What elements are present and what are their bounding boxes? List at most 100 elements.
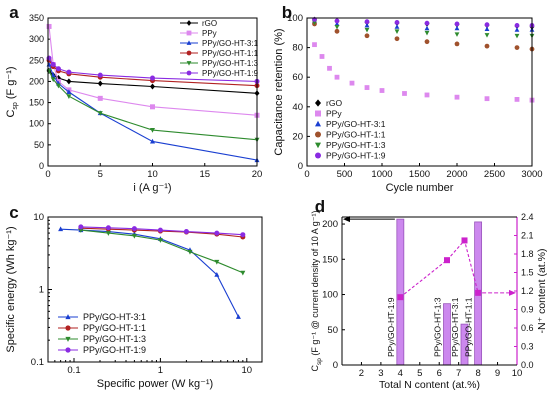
y-right-tick-label: 1.8 — [521, 249, 534, 259]
series-c-2 — [78, 228, 246, 276]
data-point — [78, 228, 84, 233]
x-tick-label: 3 — [378, 368, 383, 379]
data-point — [131, 226, 137, 232]
legend-marker — [315, 99, 321, 107]
data-point — [484, 26, 490, 32]
legend-marker — [186, 30, 192, 36]
data-point — [334, 28, 340, 34]
y-tick-label: 40 — [292, 102, 303, 113]
data-point — [514, 27, 520, 32]
legend-marker — [186, 70, 192, 76]
y-tick-label: 350 — [29, 13, 44, 23]
right-arrow-head — [509, 289, 516, 296]
plot-frame — [47, 17, 258, 167]
x-tick-label: 9 — [495, 368, 500, 379]
y-right-tick-label: 1.2 — [521, 286, 534, 296]
data-point — [514, 23, 520, 28]
legend-label: PPy/GO-HT-1:3 — [202, 59, 259, 68]
legend-marker — [186, 20, 192, 26]
y-right-axis-label: -N⁺ content (at.%) — [536, 249, 548, 334]
legend-marker — [315, 152, 321, 159]
series-b-2 — [312, 18, 535, 32]
x-tick-label: 0 — [304, 169, 309, 180]
y-left-tick-label: 200 — [322, 219, 338, 230]
bar-label: PPy/GO-HT-3:1 — [450, 297, 460, 357]
legend-marker — [186, 40, 192, 45]
data-point — [46, 23, 52, 29]
y-right-tick-label: 1.5 — [521, 268, 534, 278]
y-tick-label: 100 — [29, 119, 44, 129]
data-point — [424, 20, 430, 26]
data-point — [50, 62, 56, 68]
data-point — [131, 233, 137, 239]
legend-label: PPy/GO-HT-1:3 — [83, 334, 146, 344]
data-point — [97, 111, 103, 116]
n-plus-point — [475, 289, 482, 296]
legend-label: PPy — [326, 109, 342, 119]
data-point — [50, 77, 56, 83]
data-point — [484, 22, 490, 28]
data-point — [157, 227, 163, 233]
x-tick-label: 0.1 — [67, 365, 80, 376]
data-point — [424, 39, 430, 45]
bar-label: PPy/GO-HT-1:9 — [386, 297, 396, 357]
data-point — [484, 43, 490, 49]
data-point — [78, 224, 84, 230]
y-right-tick-label: 0.9 — [521, 305, 534, 315]
legend-label: PPy/GO-HT-1:9 — [326, 151, 386, 161]
legend-marker — [315, 131, 321, 138]
data-point — [424, 30, 430, 36]
data-point — [214, 271, 220, 277]
data-point — [312, 20, 317, 26]
series-c-0 — [58, 226, 241, 319]
y-left-axis-label: Csp (F g⁻¹ @ current density of 10 A g⁻¹… — [310, 210, 323, 371]
y-tick-label: 0.1 — [31, 357, 44, 368]
data-point — [150, 128, 155, 133]
data-point — [394, 36, 400, 42]
y-axis-label: Csp (F g⁻¹) — [5, 66, 19, 117]
data-point — [424, 25, 430, 31]
plot-frame — [306, 17, 533, 167]
y-tick-label: 0 — [298, 161, 303, 172]
y-tick-label: 60 — [292, 72, 303, 83]
data-point — [349, 80, 355, 86]
x-axis-label: Total N content (at.%) — [379, 379, 480, 391]
legend-marker — [186, 61, 192, 66]
data-point — [183, 229, 189, 235]
y-right-tick-label: 0.0 — [521, 360, 534, 370]
data-point — [105, 231, 111, 236]
data-point — [240, 232, 246, 238]
data-point — [454, 25, 460, 31]
panel-d: d 0 50 100 150 200 2 3 4 5 6 7 8 9 10 Total N content (… — [310, 197, 548, 391]
x-tick-label: 3000 — [521, 169, 542, 180]
data-point — [240, 270, 246, 276]
x-tick-label: 1 — [158, 365, 163, 376]
legend-marker — [65, 336, 71, 342]
x-tick-label: 2500 — [484, 169, 505, 180]
legend-label: PPy — [202, 29, 217, 38]
y-tick-label: 10 — [33, 212, 44, 223]
bar — [396, 218, 405, 366]
data-point — [334, 18, 340, 24]
data-point — [150, 83, 155, 90]
y-axis-label: Specific energy (Wh kg⁻¹) — [5, 226, 17, 352]
panel-c: c 0.1 1 10 0.1 1 10 Specific power (W kg⁻¹) Spec… — [5, 203, 263, 390]
data-point — [454, 21, 460, 27]
y-left-tick-label: 100 — [322, 290, 338, 301]
legend-label: PPy/GO-HT-3:1 — [202, 39, 259, 48]
x-tick-label: 8 — [475, 368, 480, 379]
x-tick-label: 2000 — [446, 169, 467, 180]
series-b-0 — [312, 16, 535, 30]
data-point — [514, 97, 520, 102]
data-point — [364, 85, 370, 90]
data-point — [379, 88, 385, 93]
n-plus-line — [399, 239, 479, 298]
data-point — [150, 75, 155, 81]
n-plus-point — [461, 237, 468, 244]
x-tick-label: 5 — [417, 368, 422, 379]
y-left-tick-label: 150 — [322, 254, 338, 265]
y-right-tick-label: 0.6 — [521, 323, 534, 333]
series-a-4 — [46, 68, 260, 143]
data-point — [319, 54, 325, 59]
